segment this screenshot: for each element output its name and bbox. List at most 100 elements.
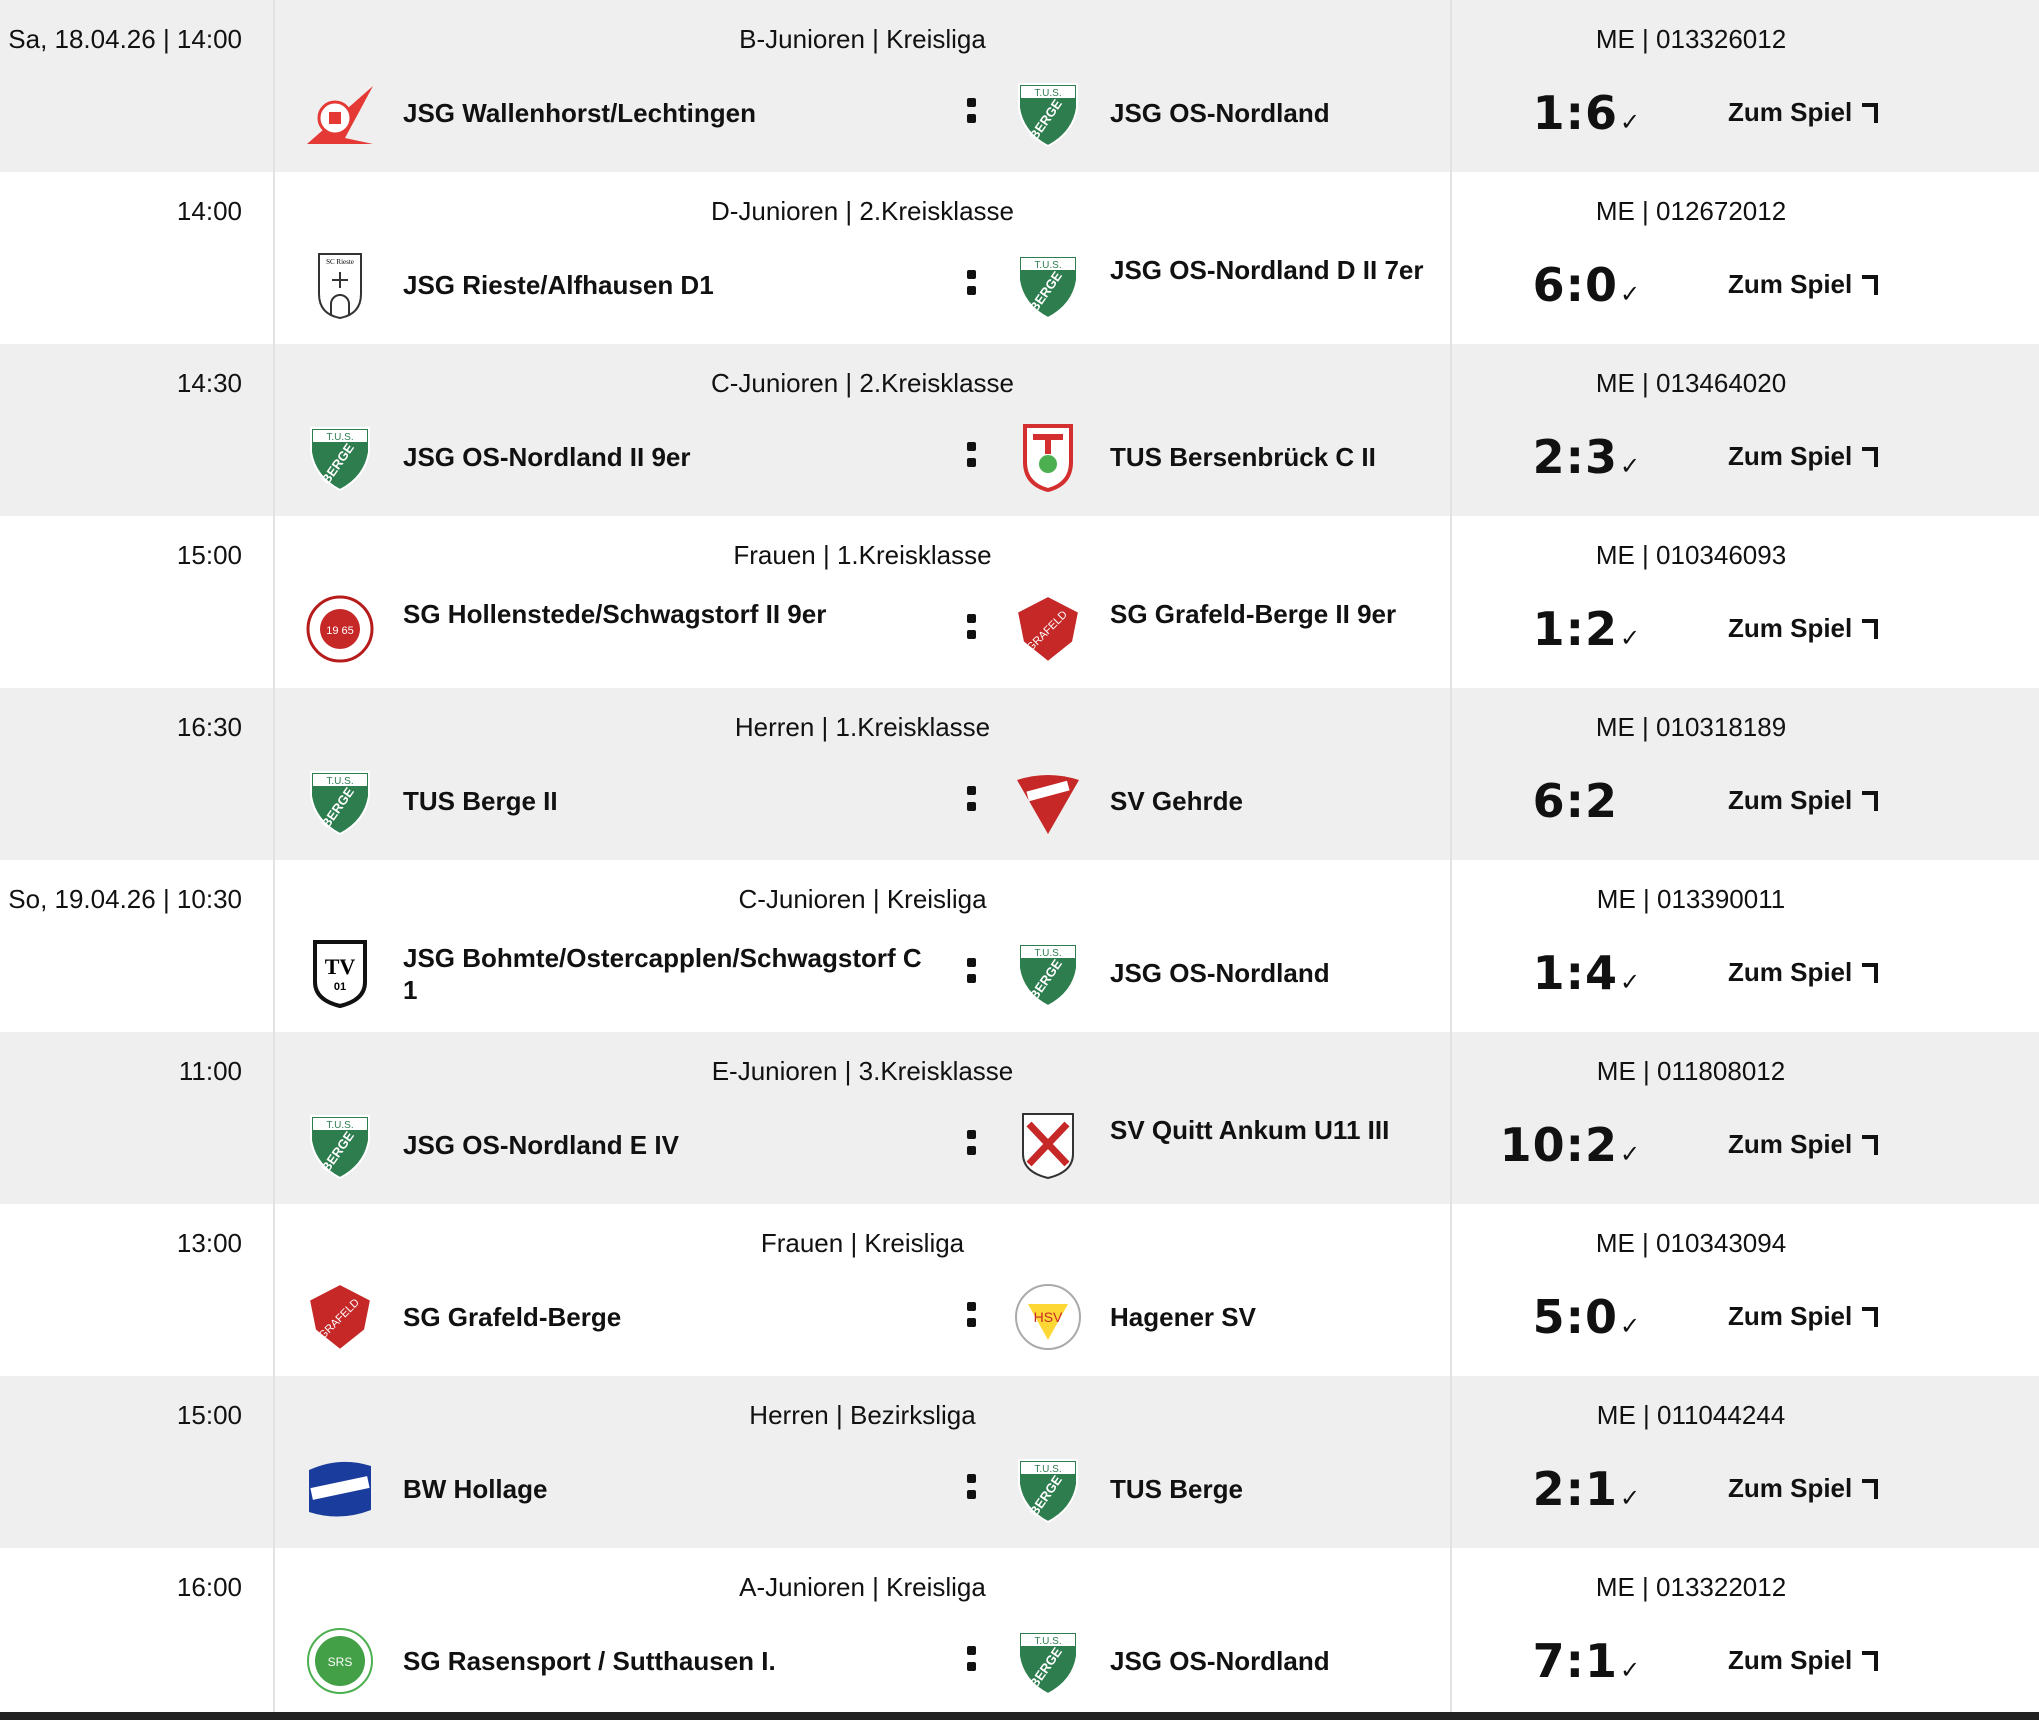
league-label: C-Junioren | Kreisliga [738,884,987,914]
confirmed-check-icon: ✓ [1620,109,1641,136]
match-link[interactable]: Zum Spiel [1728,97,1879,128]
home-team-name: SG Hollenstede/Schwagstorf II 9er [403,599,827,629]
svg-text:T.U.S.: T.U.S. [1034,1636,1061,1647]
league-label: E-Junioren | 3.Kreisklasse [711,1056,1014,1086]
match-link[interactable]: Zum Spiel [1728,957,1879,988]
home-team-logo-icon [309,1461,371,1517]
home-team-name: JSG Bohmte/Ostercapplen/Schwagstorf C 1 [403,943,922,1005]
away-team-name: JSG OS-Nordland [1110,1646,1330,1676]
home-team-name: SG Grafeld-Berge [403,1302,622,1332]
match-link[interactable]: Zum Spiel [1728,269,1879,300]
away-team-logo-icon: T.U.S.BERGE [1018,1631,1078,1696]
match-date: 15:00 [176,1400,242,1430]
away-team-name: TUS Berge [1110,1474,1243,1504]
away-team-name: SG Grafeld-Berge II 9er [1110,599,1397,629]
match-date: 14:30 [176,368,242,398]
home-team-name: TUS Berge II [403,786,558,816]
match-link[interactable]: Zum Spiel [1728,785,1879,816]
arrow-icon [1862,963,1879,983]
home-team-logo-icon: T.U.S.BERGE [310,771,370,836]
match-row: 15:00 Frauen | 1.Kreisklasse ME | 01034609… [0,516,2039,688]
match-number: ME | 011808012 [1596,1056,1786,1086]
arrow-icon [1862,1135,1879,1155]
divider [1450,344,1452,516]
divider [1450,1376,1452,1548]
match-link[interactable]: Zum Spiel [1728,441,1879,472]
svg-text:HSV: HSV [1034,1309,1063,1325]
confirmed-check-icon: ✓ [1620,625,1641,652]
match-number: ME | 011044244 [1596,1400,1786,1430]
match-date: Sa, 18.04.26 | 14:00 [8,24,242,54]
bottom-bar [0,1712,2039,1720]
match-number: ME | 013326012 [1595,24,1787,54]
league-label: Herren | 1.Kreisklasse [734,712,991,742]
match-link-label: Zum Spiel [1728,785,1853,815]
match-link[interactable]: Zum Spiel [1728,1129,1879,1160]
match-link-label: Zum Spiel [1728,1645,1853,1675]
arrow-icon [1862,1307,1879,1327]
versus-separator-icon [967,614,979,646]
svg-text:T.U.S.: T.U.S. [326,776,353,787]
divider [273,0,275,172]
match-link[interactable]: Zum Spiel [1728,1301,1879,1332]
away-team-name: Hagener SV [1110,1302,1256,1332]
match-number: ME | 013464020 [1595,368,1787,398]
match-date: 16:00 [176,1572,242,1602]
svg-text:T.U.S.: T.U.S. [326,432,353,443]
svg-text:19 65: 19 65 [326,625,354,637]
confirmed-check-icon: ✓ [1620,1485,1641,1512]
match-link-label: Zum Spiel [1728,1129,1853,1159]
svg-text:TV: TV [325,954,356,979]
divider [1450,688,1452,860]
match-link-label: Zum Spiel [1728,613,1853,643]
home-team-logo-icon: SC Rieste [318,253,362,320]
confirmed-check-icon: ✓ [1620,1313,1641,1340]
match-score: 2:1 [1532,1462,1618,1516]
match-score: 2:3 [1532,430,1618,484]
away-team-logo-icon: T.U.S.BERGE [1018,1459,1078,1524]
home-team-logo-icon: T.U.S.BERGE [310,427,370,492]
match-score: 7:1 [1532,1634,1618,1688]
match-number: ME | 013390011 [1596,884,1786,914]
svg-text:T.U.S.: T.U.S. [1034,260,1061,271]
divider [1450,1204,1452,1376]
arrow-icon [1862,103,1879,123]
versus-separator-icon [967,1474,979,1506]
match-score: 1:2 [1532,602,1618,656]
match-date: 11:00 [178,1056,242,1086]
match-row: So, 19.04.26 | 10:30 C-Junioren | Kreisli… [0,860,2039,1032]
match-link[interactable]: Zum Spiel [1728,1473,1879,1504]
match-link-label: Zum Spiel [1728,957,1853,987]
confirmed-check-icon: ✓ [1620,281,1641,308]
league-label: Frauen | Kreisliga [760,1228,965,1258]
divider [273,172,275,344]
match-link[interactable]: Zum Spiel [1728,1645,1879,1676]
match-link-label: Zum Spiel [1728,441,1853,471]
versus-separator-icon [967,98,979,130]
arrow-icon [1862,1651,1879,1671]
away-team-name: SV Quitt Ankum U11 III [1110,1115,1390,1145]
away-team-name: JSG OS-Nordland [1110,958,1330,988]
away-team-logo-icon [1022,1113,1074,1180]
away-team-logo-icon: T.U.S.BERGE [1018,83,1078,148]
match-number: ME | 010343094 [1595,1228,1787,1258]
match-link[interactable]: Zum Spiel [1728,613,1879,644]
away-team-name: JSG OS-Nordland [1110,98,1330,128]
arrow-icon [1862,1479,1879,1499]
svg-text:SC Rieste: SC Rieste [326,258,354,266]
arrow-icon [1862,275,1879,295]
league-label: C-Junioren | 2.Kreisklasse [711,368,1014,398]
match-date: 13:00 [176,1228,242,1258]
away-team-logo-icon: T.U.S.BERGE [1018,255,1078,320]
away-team-logo-icon: T.U.S.BERGE [1018,943,1078,1008]
confirmed-check-icon: ✓ [1620,1141,1641,1168]
league-label: D-Junioren | 2.Kreisklasse [711,196,1014,226]
svg-text:01: 01 [334,981,346,993]
match-link-label: Zum Spiel [1728,1301,1853,1331]
match-score: 10:2 [1499,1118,1618,1172]
league-label: B-Junioren | Kreisliga [739,24,986,54]
match-row: 16:30 Herren | 1.Kreisklasse ME | 01031818… [0,688,2039,860]
divider [273,1204,275,1376]
match-row: 14:00 D-Junioren | 2.Kreisklasse ME | 0126… [0,172,2039,344]
divider [1450,172,1452,344]
